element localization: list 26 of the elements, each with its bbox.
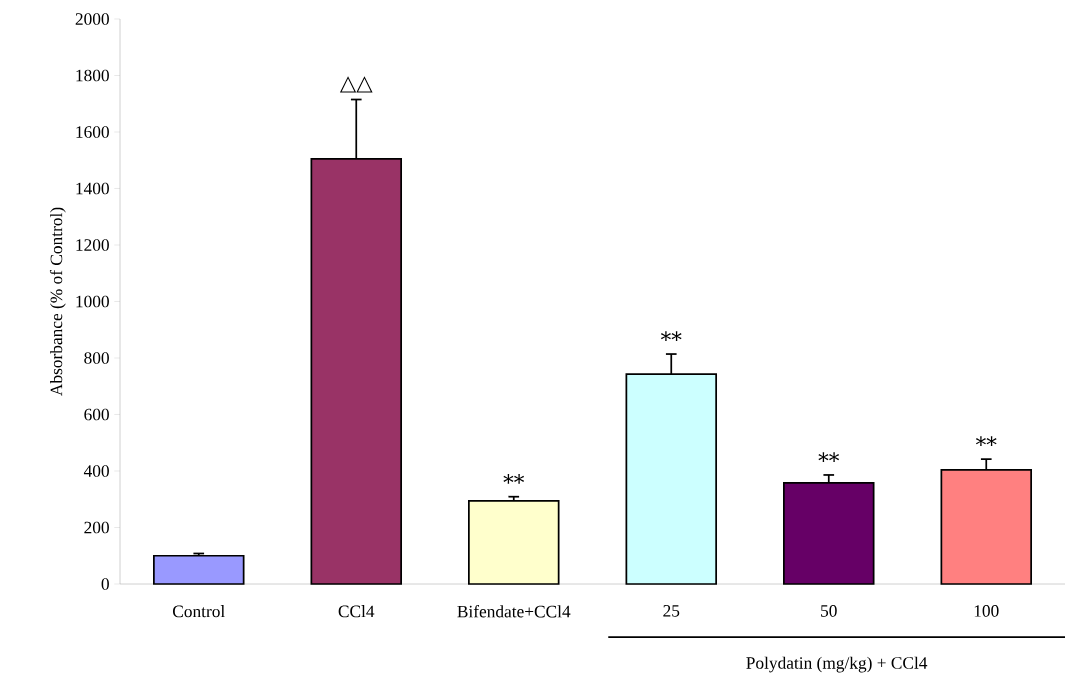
y-tick-label: 200 xyxy=(84,521,109,534)
y-tick-label: 1800 xyxy=(76,69,109,82)
annotation: ** xyxy=(660,331,682,341)
y-tick-label: 1400 xyxy=(76,182,109,195)
x-tick-label: Bifendate+CCl4 xyxy=(457,605,571,618)
y-tick-label: 0 xyxy=(101,578,109,590)
y-tick-label: 2000 xyxy=(75,13,109,25)
annotation: △△ xyxy=(339,76,373,93)
y-tick-label: 1600 xyxy=(76,126,109,138)
annotation: ** xyxy=(975,436,997,447)
y-tick-label: 400 xyxy=(83,465,109,477)
bar xyxy=(468,500,560,585)
y-tick-label: 800 xyxy=(84,352,109,364)
y-axis-title: Absorbance (% of Control) xyxy=(49,207,66,396)
y-tick-label: 1000 xyxy=(76,295,109,308)
x-tick-label: 50 xyxy=(821,605,837,617)
annotation: ** xyxy=(818,452,840,462)
x-tick-label: 100 xyxy=(974,605,999,617)
text: Polydatin (mg/kg) + CCl4 xyxy=(746,656,928,673)
x-tick-label: Control xyxy=(172,605,225,618)
y-tick-label: 1200 xyxy=(76,239,109,251)
x-tick-label: 25 xyxy=(663,605,680,617)
x-tick-label: CCl4 xyxy=(338,605,375,618)
bar xyxy=(153,554,245,585)
annotation: ** xyxy=(503,473,525,484)
y-tick-label: 600 xyxy=(84,408,109,421)
